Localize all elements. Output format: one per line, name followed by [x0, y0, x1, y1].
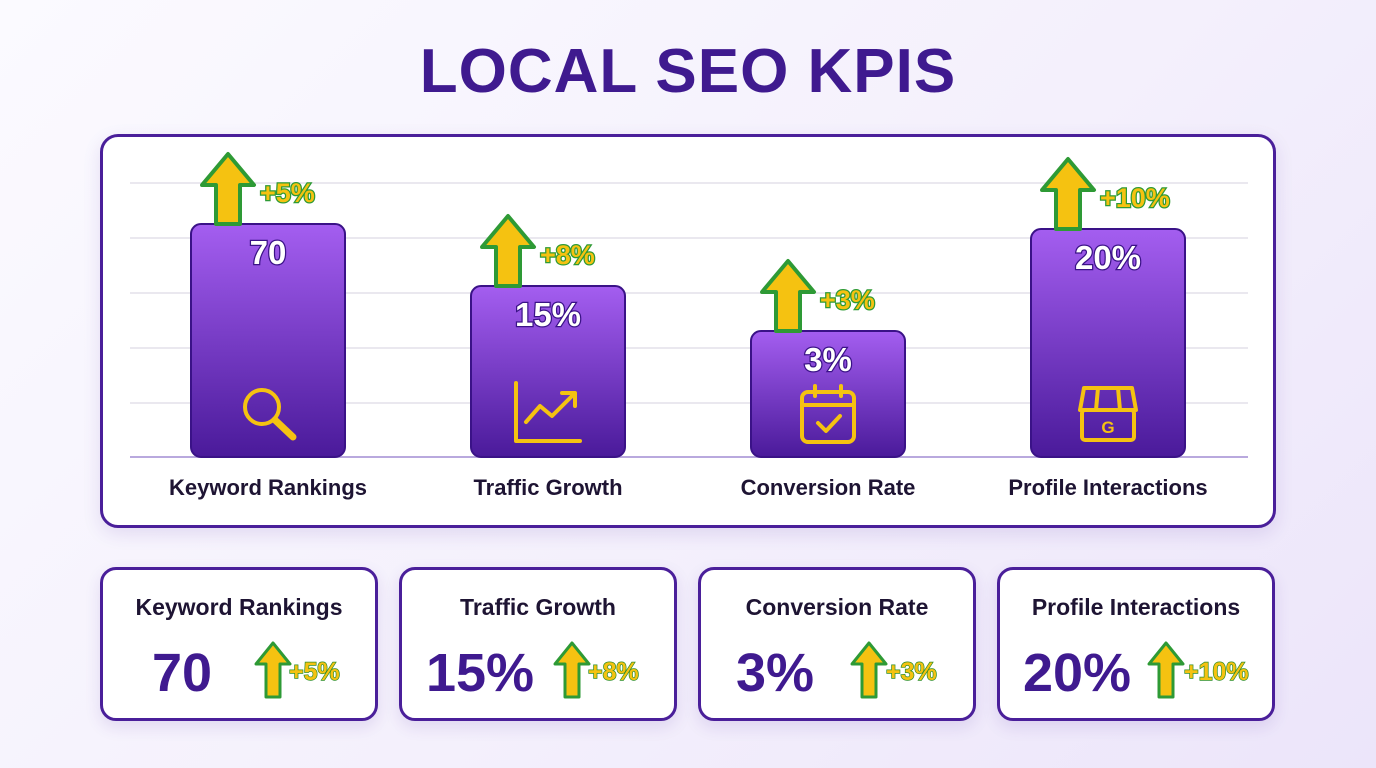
- kpi-card-keyword-rankings: Keyword Rankings 70 +5%: [100, 567, 378, 721]
- up-arrow-icon: [850, 641, 888, 699]
- bar-change-label: +5%: [260, 178, 315, 208]
- kpi-card-value: 15%: [425, 643, 535, 703]
- bar-value-label: 20%: [1075, 239, 1141, 276]
- kpi-card-profile-interactions: Profile Interactions 20% +10%: [997, 567, 1275, 721]
- kpi-card-change: +3%: [885, 657, 937, 686]
- bar-change-label: +8%: [540, 240, 595, 270]
- up-arrow-icon: [200, 152, 256, 226]
- page-title: LOCAL SEO KPIS: [419, 37, 957, 106]
- bar: [470, 285, 626, 458]
- bar-group: 20% G +10% Profile Interactions: [1008, 157, 1208, 500]
- storefront-icon: G: [1078, 386, 1138, 442]
- trending-chart-icon: [514, 381, 582, 443]
- kpi-card-change: +10%: [1183, 657, 1249, 686]
- calendar-check-icon: [800, 384, 856, 444]
- bar-value-label: 15%: [515, 296, 581, 333]
- x-tick-label: Keyword Rankings: [169, 475, 367, 500]
- kpi-card-title: Keyword Rankings: [135, 594, 343, 620]
- kpi-card-value: 70: [151, 643, 213, 703]
- bar-chart: 70 +5% Keyword Rankings 15% +8% Traffic Growt…: [130, 152, 1248, 500]
- bar-group: 3% +3% Conversion Rate: [741, 259, 916, 500]
- bar-value-label: 70: [250, 234, 287, 271]
- kpi-card-value: 3%: [735, 643, 815, 703]
- kpi-card-change: +5%: [288, 657, 340, 686]
- kpi-card-traffic-growth: Traffic Growth 15% +8%: [399, 567, 677, 721]
- kpi-card-value: 20%: [1022, 643, 1132, 703]
- bar-change-label: +3%: [820, 285, 875, 315]
- up-arrow-icon: [760, 259, 816, 333]
- kpi-card-conversion-rate: Conversion Rate 3% +3%: [698, 567, 976, 721]
- bar-group: 70 +5% Keyword Rankings: [169, 152, 367, 500]
- up-arrow-icon: [1040, 157, 1096, 231]
- bar-value-label: 3%: [804, 341, 852, 378]
- up-arrow-icon: [480, 214, 536, 288]
- x-tick-label: Traffic Growth: [473, 475, 622, 500]
- bar-group: 15% +8% Traffic Growth: [470, 214, 626, 500]
- up-arrow-icon: [1147, 641, 1185, 699]
- kpi-card-title: Profile Interactions: [1031, 594, 1241, 620]
- up-arrow-icon: [553, 641, 591, 699]
- bar: [1030, 228, 1186, 458]
- svg-text:G: G: [1101, 418, 1114, 437]
- kpi-card-title: Traffic Growth: [460, 594, 616, 620]
- x-tick-label: Conversion Rate: [741, 475, 916, 500]
- kpi-card-change: +8%: [587, 657, 639, 686]
- kpi-card-title: Conversion Rate: [745, 594, 929, 620]
- search-icon: [243, 388, 297, 441]
- x-tick-label: Profile Interactions: [1008, 475, 1207, 500]
- up-arrow-icon: [254, 641, 292, 699]
- bar-change-label: +10%: [1100, 183, 1170, 213]
- bar: [190, 223, 346, 458]
